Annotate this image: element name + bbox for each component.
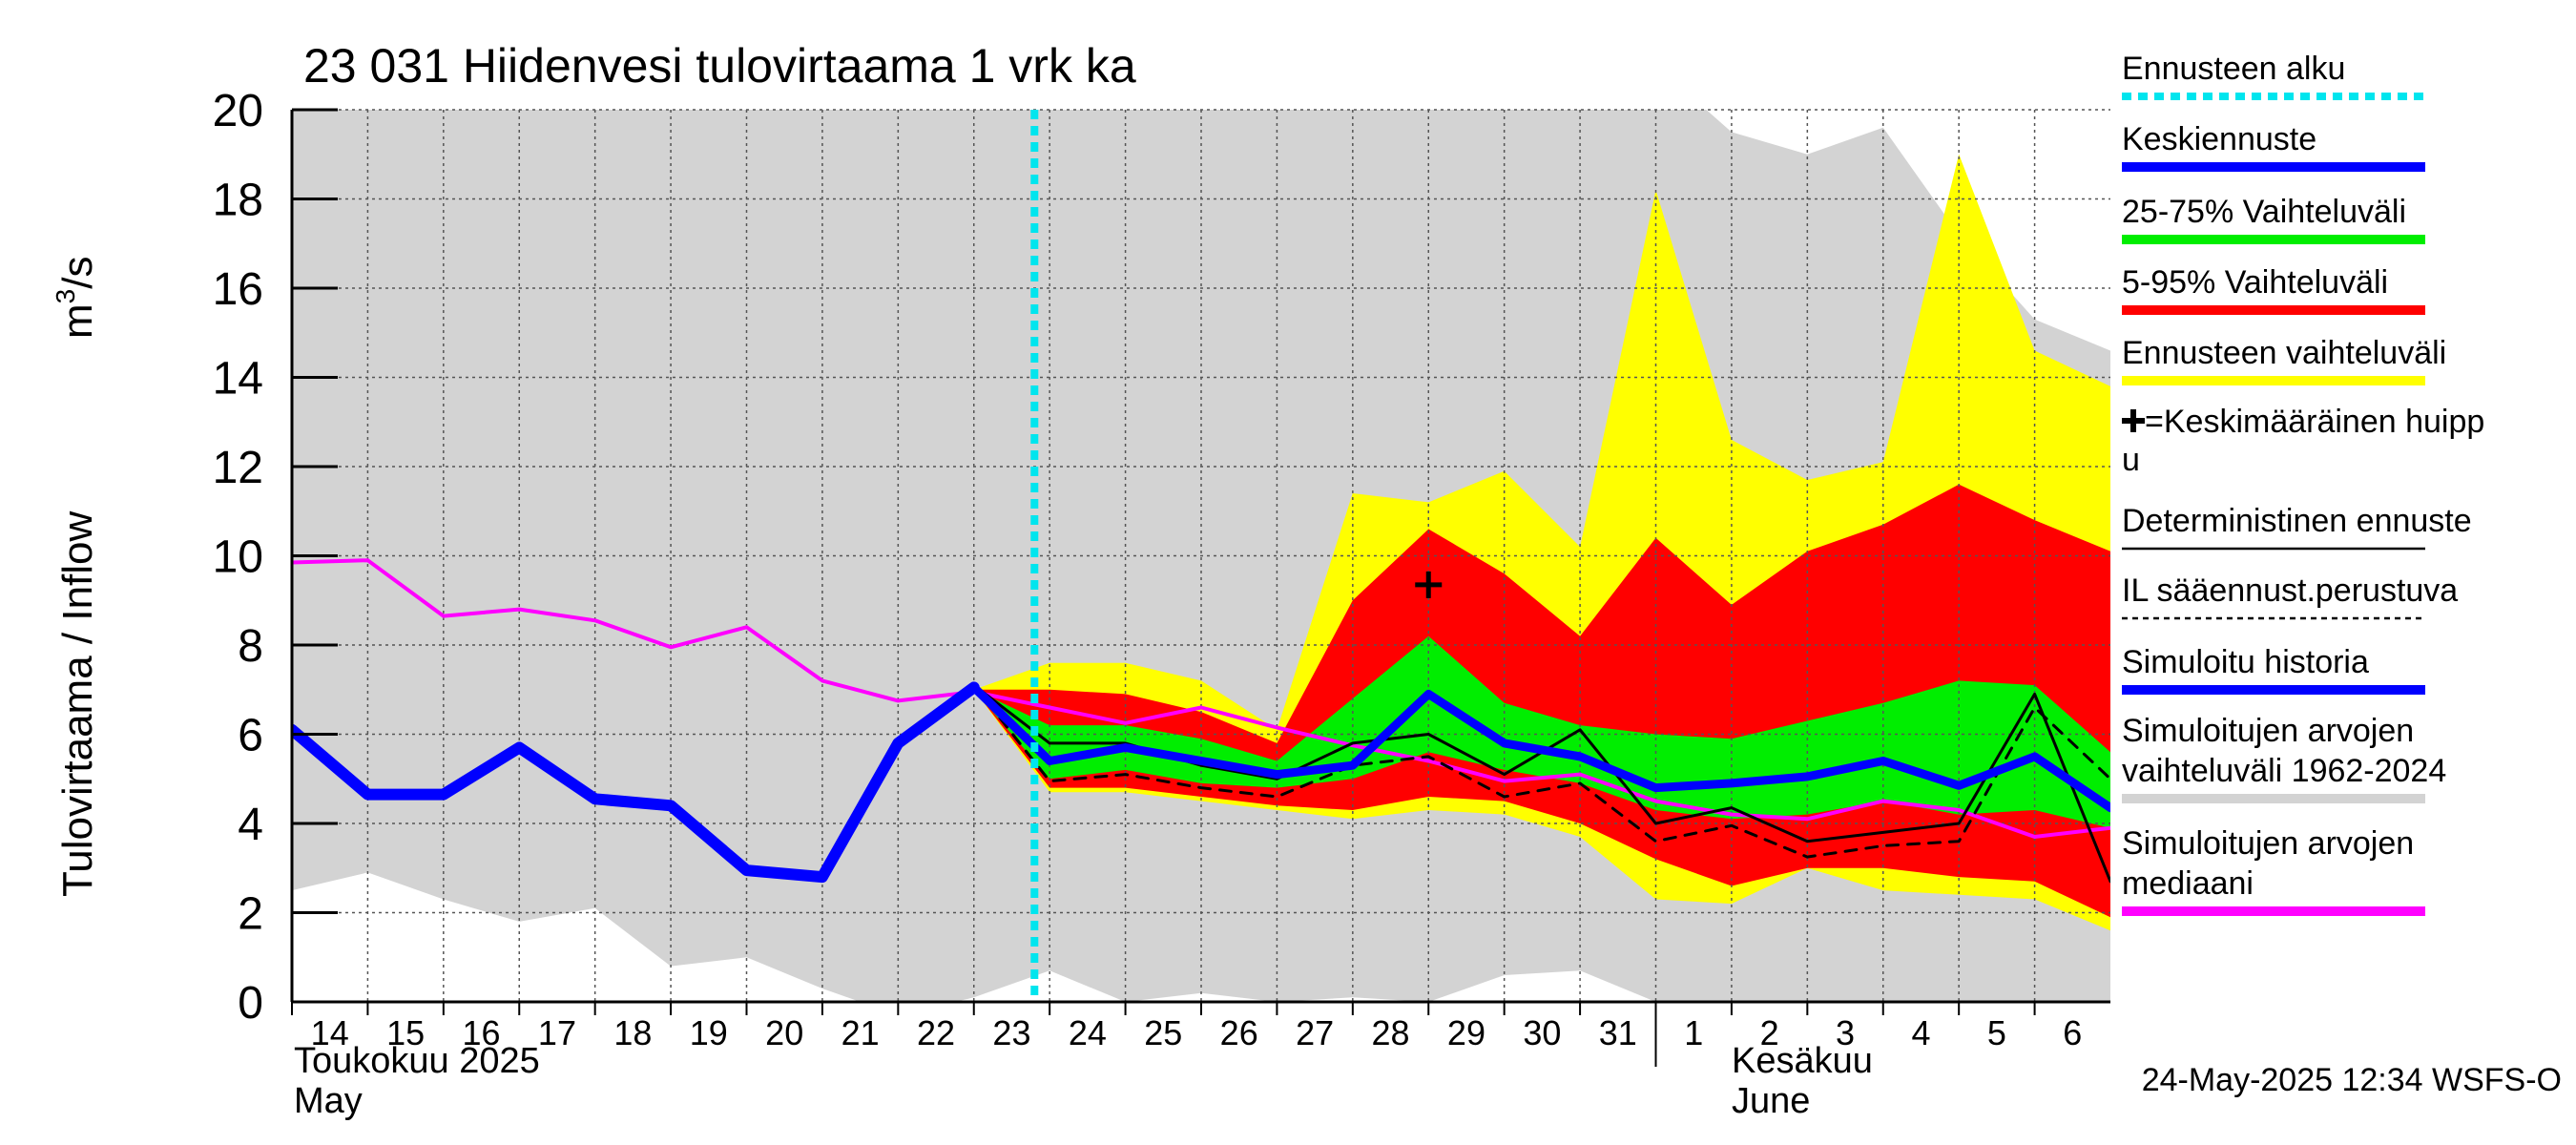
line-il-s-ennust-perustuva [972, 683, 2110, 859]
legend-item-3-label: 5-95% Vaihteluväli [2122, 264, 2388, 301]
legend-item-6-label: Deterministinen ennuste [2122, 503, 2472, 539]
legend-item-6: Deterministinen ennuste [2122, 503, 2472, 551]
legend: Ennusteen alku Keskiennuste 25-75% Vaihtel… [2122, 51, 2484, 916]
y-tick-label-10: 10 [213, 532, 263, 583]
legend-item-5-label: =Keskimääräinen huipp [2145, 404, 2484, 440]
y-tick-label-16: 16 [213, 264, 263, 315]
x-tick-label-0: 14 [311, 1013, 349, 1052]
x-tick-label-22: 5 [1987, 1013, 2006, 1052]
legend-item-10-label2: mediaani [2122, 865, 2254, 902]
legend-item-7: IL sääennust.perustuva [2122, 572, 2458, 620]
legend-item-8: Simuloitu historia [2122, 644, 2425, 695]
y-tick-label-20: 20 [213, 86, 263, 136]
y-axis-unit-tail: /s [54, 257, 101, 289]
legend-item-10-label: Simuloitujen arvojen [2122, 825, 2414, 862]
y-axis-label: Tulovirtaama / Inflow m3/s [51, 257, 101, 897]
y-tick-label-12: 12 [213, 443, 263, 493]
x-tick-label-20: 3 [1836, 1013, 1855, 1052]
timestamp: 24-May-2025 12:34 WSFS-O [2142, 1062, 2562, 1098]
band-25-75-vaihteluv-li [973, 635, 2110, 828]
legend-item-4-label: Ennusteen vaihteluväli [2122, 335, 2446, 371]
x-tick-label-21: 4 [1911, 1013, 1930, 1052]
legend-item-2: 25-75% Vaihteluväli [2122, 194, 2425, 244]
x-tick-label-9: 23 [992, 1013, 1030, 1052]
month-label-may-en: May [294, 1081, 363, 1121]
x-tick-label-12: 26 [1220, 1013, 1258, 1052]
x-tick-label-14: 28 [1372, 1013, 1410, 1052]
x-tick-label-15: 29 [1447, 1013, 1485, 1052]
y-axis-unit: m3/s [51, 257, 101, 339]
y-tick-label-2: 2 [238, 889, 263, 940]
month-label-june-fi: Kesäkuu [1732, 1041, 1873, 1081]
x-tick-label-6: 20 [765, 1013, 803, 1052]
legend-item-7-label: IL sääennust.perustuva [2122, 572, 2458, 609]
legend-item-8-label: Simuloitu historia [2122, 644, 2369, 680]
legend-item-4: Ennusteen vaihteluväli [2122, 335, 2446, 385]
x-tick-label-1: 15 [386, 1013, 425, 1052]
legend-item-0-label: Ennusteen alku [2122, 51, 2345, 87]
y-tick-label-6: 6 [238, 711, 263, 761]
y-tick-label-8: 8 [238, 621, 263, 672]
x-tick-label-16: 30 [1523, 1013, 1561, 1052]
x-tick-label-23: 6 [2063, 1013, 2082, 1052]
x-tick-label-19: 2 [1760, 1013, 1779, 1052]
y-tick-label-14: 14 [213, 354, 263, 405]
line-keskiennuste [969, 682, 2110, 813]
y-tick-label-18: 18 [213, 176, 263, 226]
line-simuloitujen-arvojen-mediaani [292, 558, 2110, 839]
legend-item-0: Ennusteen alku [2122, 51, 2425, 100]
legend-item-9-label: Simuloitujen arvojen [2122, 713, 2414, 749]
chart-title: 23 031 Hiidenvesi tulovirtaama 1 vrk ka [303, 39, 1136, 93]
legend-item-9: Simuloitujen arvojen vaihteluväli 1962-20… [2122, 713, 2446, 803]
lines-layer [292, 110, 2110, 1002]
x-tick-label-7: 21 [841, 1013, 880, 1052]
y-axis-unit-base: m [54, 303, 101, 339]
x-tick-label-3: 17 [538, 1013, 576, 1052]
y-tick-label-0: 0 [238, 978, 263, 1029]
x-tick-label-5: 19 [690, 1013, 728, 1052]
line-simuloitu-historia [292, 681, 980, 884]
legend-item-2-label: 25-75% Vaihteluväli [2122, 194, 2406, 230]
x-tick-label-13: 27 [1296, 1013, 1334, 1052]
x-tick-label-17: 31 [1599, 1013, 1637, 1052]
legend-item-5-label2: u [2122, 442, 2140, 478]
y-axis-unit-sup: 3 [51, 289, 80, 304]
x-tick-label-4: 18 [613, 1013, 652, 1052]
month-label-june-en: June [1732, 1081, 1810, 1121]
legend-item-1: Keskiennuste [2122, 121, 2425, 172]
y-axis-label-text: Tulovirtaama / Inflow [54, 510, 101, 897]
x-tick-label-8: 22 [917, 1013, 955, 1052]
x-tick-label-10: 24 [1069, 1013, 1107, 1052]
x-tick-label-18: 1 [1684, 1013, 1703, 1052]
legend-item-1-label: Keskiennuste [2122, 121, 2316, 157]
legend-item-3: 5-95% Vaihteluväli [2122, 264, 2425, 315]
y-tick-label-4: 4 [238, 800, 263, 850]
legend-item-9-label2: vaihteluväli 1962-2024 [2122, 753, 2446, 789]
month-label-may-fi: Toukokuu 2025 [294, 1041, 540, 1081]
x-tick-label-2: 16 [463, 1013, 501, 1052]
x-tick-label-11: 25 [1144, 1013, 1182, 1052]
grid-layer [292, 109, 2110, 1003]
